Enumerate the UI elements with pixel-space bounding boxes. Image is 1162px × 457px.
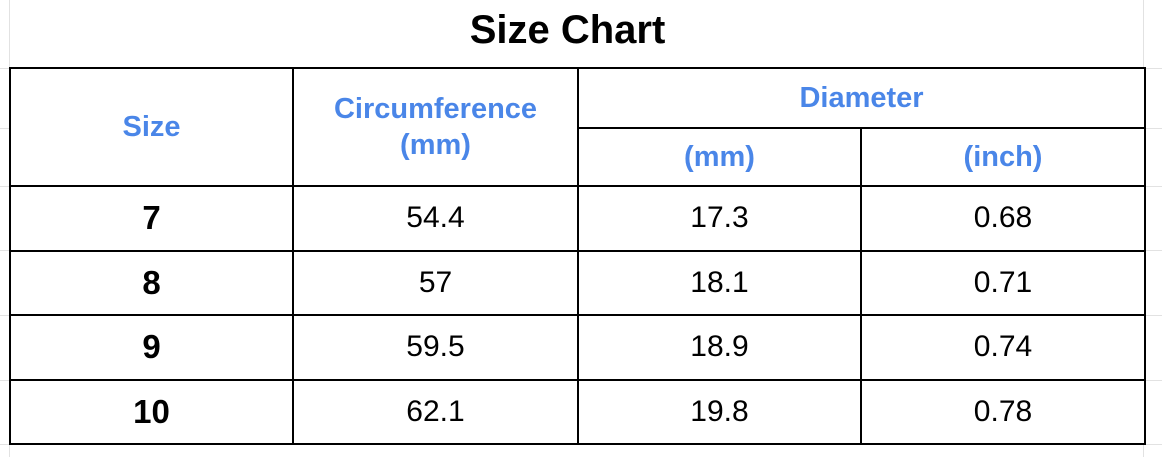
title: Size Chart [469, 8, 666, 52]
value-cell: 0.78 [860, 378, 1146, 445]
size-cell: 9 [9, 314, 294, 381]
table-row: 9 59.5 18.9 0.74 [9, 314, 1146, 381]
header-cell: Size [9, 67, 294, 187]
size-cell: 7 [9, 185, 294, 252]
value-cell: 54.4 [292, 185, 579, 252]
value-cell: 17.3 [577, 185, 862, 252]
header-cell: (mm) [577, 127, 862, 187]
size-cell: 10 [9, 378, 294, 445]
header-cell: Diameter [577, 67, 1146, 129]
header-cell: Circumference (mm) [292, 67, 579, 187]
value-cell: 57 [292, 249, 579, 316]
value-cell: 59.5 [292, 314, 579, 381]
size-cell: 8 [9, 249, 294, 316]
value-cell: 0.74 [860, 314, 1146, 381]
value-cell: 0.68 [860, 185, 1146, 252]
value-cell: 0.71 [860, 249, 1146, 316]
header-cell: (inch) [860, 127, 1146, 187]
value-cell: 19.8 [577, 378, 862, 445]
size-table: Size Circumference (mm) Diameter (mm) (i… [9, 67, 1146, 445]
table-row: 7 54.4 17.3 0.68 [9, 185, 1146, 252]
value-cell: 18.9 [577, 314, 862, 381]
table-body: 7 54.4 17.3 0.68 8 57 18.1 0.71 9 59.5 18.9 0.74 10 6… [9, 185, 1146, 445]
value-cell: 62.1 [292, 378, 579, 445]
value-cell: 18.1 [577, 249, 862, 316]
table-row: 10 62.1 19.8 0.78 [9, 378, 1146, 445]
table-row: 8 57 18.1 0.71 [9, 249, 1146, 316]
